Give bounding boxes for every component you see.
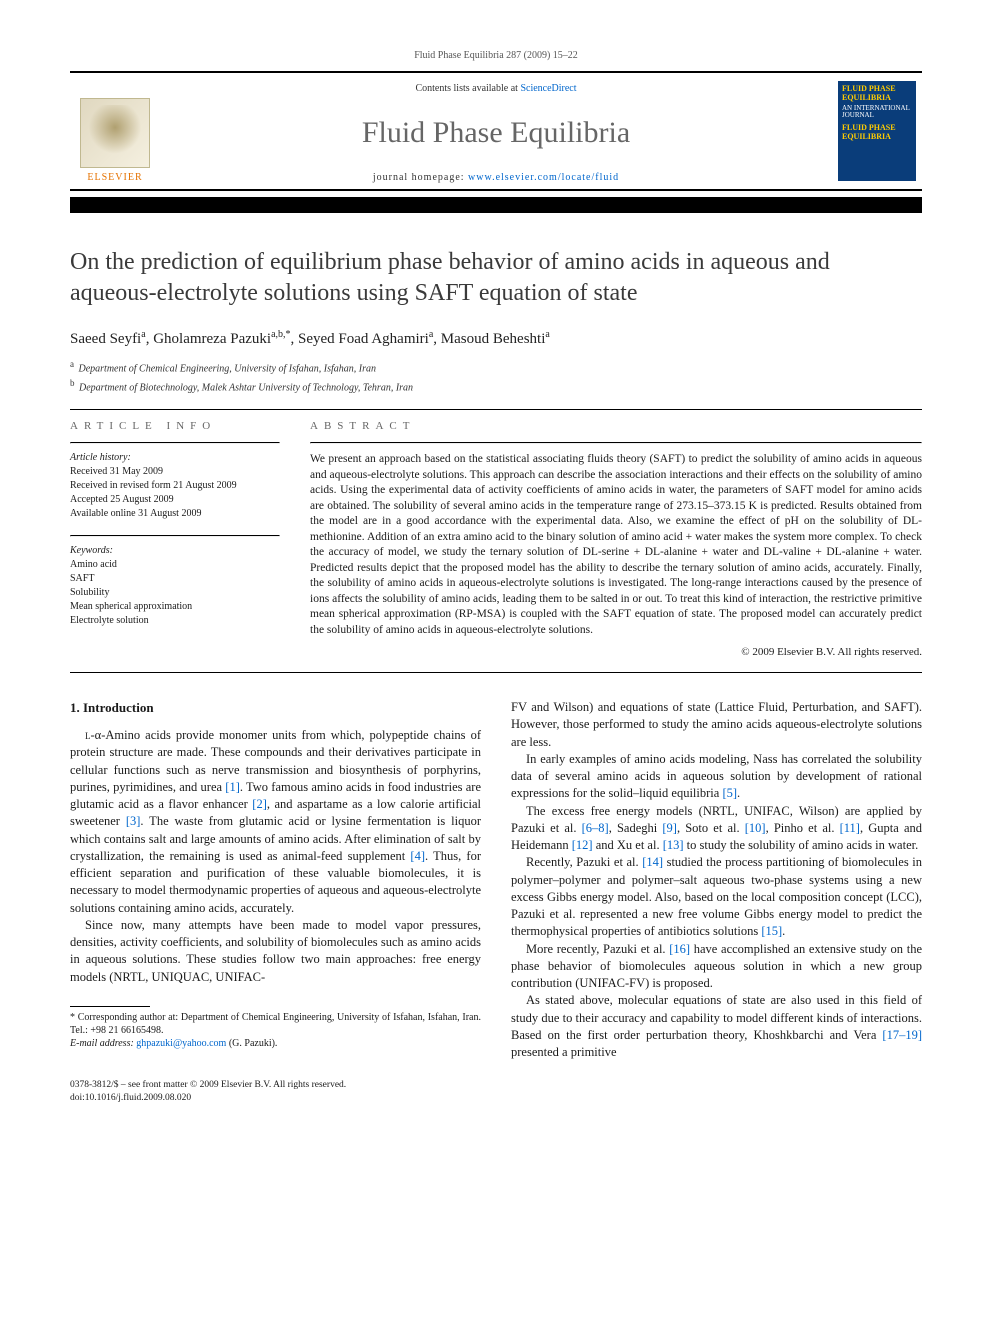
divider [70, 409, 922, 410]
article-title: On the prediction of equilibrium phase b… [70, 247, 922, 309]
keywords-label: Keywords: [70, 545, 280, 556]
doi-line: doi:10.1016/j.fluid.2009.08.020 [70, 1092, 922, 1104]
citation-ref[interactable]: [9] [662, 821, 677, 835]
section-heading-intro: 1. Introduction [70, 699, 481, 717]
body-paragraph: In early examples of amino acids modelin… [511, 751, 922, 803]
citation-ref[interactable]: [13] [663, 838, 684, 852]
journal-masthead: ELSEVIER Contents lists available at Sci… [70, 71, 922, 191]
citation-ref[interactable]: [4] [410, 849, 425, 863]
citation-ref[interactable]: [11] [840, 821, 860, 835]
journal-cover-thumbnail: FLUID PHASE EQUILIBRIA AN INTERNATIONAL … [838, 81, 916, 181]
affiliations: a Department of Chemical Engineering, Un… [70, 358, 922, 395]
history-item: Accepted 25 August 2009 [70, 493, 280, 507]
cover-title-repeat: FLUID PHASE EQUILIBRIA [842, 124, 912, 142]
body-column-left: 1. Introduction l-α-Amino acids provide … [70, 699, 481, 1061]
keyword-item: Solubility [70, 586, 280, 600]
keyword-item: Mean spherical approximation [70, 600, 280, 614]
body-two-column: 1. Introduction l-α-Amino acids provide … [70, 699, 922, 1061]
issn-line: 0378-3812/$ – see front matter © 2009 El… [70, 1079, 922, 1091]
citation-ref[interactable]: [10] [745, 821, 766, 835]
article-history-label: Article history: [70, 452, 280, 463]
body-paragraph: FV and Wilson) and equations of state (L… [511, 699, 922, 751]
citation-ref[interactable]: [16] [669, 942, 690, 956]
copyright-line: © 2009 Elsevier B.V. All rights reserved… [310, 646, 922, 658]
citation-ref[interactable]: [17–19] [882, 1028, 922, 1042]
citation-ref[interactable]: [2] [252, 797, 267, 811]
publisher-name: ELSEVIER [87, 172, 142, 183]
body-column-right: FV and Wilson) and equations of state (L… [511, 699, 922, 1061]
masthead-underbar [70, 197, 922, 213]
author-email-link[interactable]: ghpazuki@yahoo.com [136, 1038, 226, 1049]
history-item: Available online 31 August 2009 [70, 507, 280, 521]
body-paragraph: Since now, many attempts have been made … [70, 917, 481, 986]
history-item: Received 31 May 2009 [70, 465, 280, 479]
cover-title: FLUID PHASE EQUILIBRIA [842, 85, 912, 103]
email-label: E-mail address: [70, 1038, 136, 1049]
citation-ref[interactable]: [3] [126, 814, 141, 828]
contents-available-line: Contents lists available at ScienceDirec… [170, 83, 822, 94]
abstract-column: abstract We present an approach based on… [310, 420, 922, 658]
history-item: Received in revised form 21 August 2009 [70, 479, 280, 493]
affiliation-item: b Department of Biotechnology, Malek Ash… [70, 377, 922, 395]
corresponding-author-footnote: * Corresponding author at: Department of… [70, 1011, 481, 1037]
keyword-item: Amino acid [70, 558, 280, 572]
running-header: Fluid Phase Equilibria 287 (2009) 15–22 [70, 50, 922, 61]
email-footnote: E-mail address: ghpazuki@yahoo.com (G. P… [70, 1037, 481, 1050]
divider [70, 442, 280, 444]
abstract-text: We present an approach based on the stat… [310, 452, 922, 638]
divider [70, 672, 922, 673]
front-matter-footer: 0378-3812/$ – see front matter © 2009 El… [70, 1079, 922, 1104]
elsevier-tree-icon [80, 98, 150, 168]
citation-ref[interactable]: [12] [572, 838, 593, 852]
citation-ref[interactable]: [14] [642, 855, 663, 869]
divider [70, 535, 280, 537]
journal-homepage-link[interactable]: www.elsevier.com/locate/fluid [468, 172, 619, 183]
footnote-divider [70, 1006, 150, 1007]
homepage-prefix: journal homepage: [373, 172, 468, 183]
citation-ref[interactable]: [6–8] [582, 821, 609, 835]
journal-name: Fluid Phase Equilibria [170, 116, 822, 150]
divider [310, 442, 922, 444]
journal-homepage-line: journal homepage: www.elsevier.com/locat… [170, 172, 822, 183]
citation-ref[interactable]: [15] [761, 924, 782, 938]
email-person: (G. Pazuki). [226, 1038, 277, 1049]
body-paragraph: Recently, Pazuki et al. [14] studied the… [511, 854, 922, 940]
citation-ref[interactable]: [5] [722, 786, 737, 800]
article-info-label: article info [70, 420, 280, 432]
contents-prefix: Contents lists available at [415, 83, 520, 94]
publisher-block: ELSEVIER [70, 73, 160, 189]
sciencedirect-link[interactable]: ScienceDirect [520, 83, 576, 94]
abstract-label: abstract [310, 420, 922, 432]
keyword-item: Electrolyte solution [70, 614, 280, 628]
author-list: Saeed Seyfia, Gholamreza Pazukia,b,*, Se… [70, 329, 922, 348]
keyword-item: SAFT [70, 572, 280, 586]
body-paragraph: l-α-Amino acids provide monomer units fr… [70, 727, 481, 917]
cover-subtitle: AN INTERNATIONAL JOURNAL [842, 105, 912, 120]
article-info-column: article info Article history: Received 3… [70, 420, 280, 658]
body-paragraph: More recently, Pazuki et al. [16] have a… [511, 941, 922, 993]
body-paragraph: As stated above, molecular equations of … [511, 992, 922, 1061]
affiliation-item: a Department of Chemical Engineering, Un… [70, 358, 922, 376]
citation-ref[interactable]: [1] [225, 780, 240, 794]
body-paragraph: The excess free energy models (NRTL, UNI… [511, 803, 922, 855]
